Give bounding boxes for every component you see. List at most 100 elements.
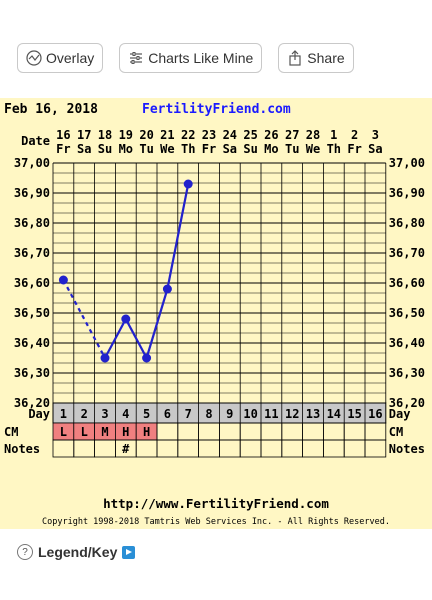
y-tick-label-right: 36,50: [389, 306, 425, 320]
day-number: 3: [101, 407, 108, 421]
cm-row-label-right: CM: [389, 425, 403, 439]
notes-cell: [260, 439, 283, 458]
day-number: 13: [306, 407, 320, 421]
date-label: 23: [202, 128, 216, 142]
weekday-label: Sa: [223, 142, 237, 156]
charts-like-mine-button[interactable]: Charts Like Mine: [119, 43, 263, 73]
date-label: 18: [98, 128, 112, 142]
day-row-label-left: Day: [28, 407, 50, 421]
notes-cell: [198, 439, 220, 458]
footer-copyright: Copyright 1998-2018 Tamtris Web Services…: [42, 517, 390, 527]
y-tick-label-right: 36,60: [389, 276, 425, 290]
notes-cell: [218, 439, 241, 458]
day-number: 5: [143, 407, 150, 421]
y-tick-label-right: 36,40: [389, 336, 425, 350]
date-label: 1: [330, 128, 337, 142]
date-label: 21: [160, 128, 174, 142]
notes-cell: [343, 439, 366, 458]
weekday-label: Fr: [347, 142, 361, 156]
notes-cell: [135, 439, 158, 458]
cm-value: M: [101, 425, 108, 439]
date-label: 3: [372, 128, 379, 142]
temperature-point: [58, 275, 68, 285]
share-icon: [289, 50, 301, 66]
cm-cell: [177, 422, 200, 441]
date-label: 24: [223, 128, 237, 142]
date-label: 20: [139, 128, 153, 142]
y-tick-label-left: 36,80: [14, 216, 50, 230]
date-label: 22: [181, 128, 195, 142]
cm-cell: [281, 422, 303, 441]
overlay-button[interactable]: Overlay: [17, 43, 104, 73]
day-number: 4: [122, 407, 129, 421]
notes-cell: [281, 439, 303, 458]
y-tick-label-right: 37,00: [389, 156, 425, 170]
weekday-label: Sa: [368, 142, 382, 156]
legend-key-link[interactable]: ? Legend/Key: [17, 544, 136, 560]
cm-cell: [260, 422, 283, 441]
weekday-label: We: [160, 142, 174, 156]
y-tick-label-left: 36,20: [14, 396, 50, 410]
cm-cell: [343, 422, 366, 441]
day-number: 9: [226, 407, 233, 421]
share-label: Share: [307, 50, 345, 66]
weekday-label: Fr: [56, 142, 70, 156]
date-label: 26: [264, 128, 278, 142]
y-tick-label-left: 36,50: [14, 306, 50, 320]
notes-cell: [94, 439, 116, 458]
temperature-line-segment: [104, 318, 127, 359]
chart-site-name: FertilityFriend.com: [142, 102, 291, 117]
fertility-chart: Feb 16, 2018 FertilityFriend.com Date 16 Fr 1…: [0, 98, 432, 529]
day-number: 12: [285, 407, 299, 421]
temperature-point: [100, 353, 110, 363]
temperature-point: [162, 284, 172, 294]
help-icon: ?: [17, 544, 33, 560]
weekday-label: Su: [243, 142, 257, 156]
day-number: 7: [185, 407, 192, 421]
notes-cell: [322, 439, 345, 458]
notes-value: #: [122, 442, 130, 456]
day-number: 16: [368, 407, 382, 421]
cm-cell: [156, 422, 179, 441]
weekday-label: Th: [181, 142, 195, 156]
cm-value: H: [122, 425, 129, 439]
temperature-point: [121, 314, 131, 324]
date-label: 25: [243, 128, 257, 142]
cm-cell: [364, 422, 387, 441]
footer-url: http://www.FertilityFriend.com: [103, 496, 329, 511]
notes-row-label-right: Notes: [389, 442, 425, 456]
weekday-label: Su: [98, 142, 112, 156]
overlay-label: Overlay: [46, 50, 95, 66]
y-tick-label-left: 36,60: [14, 276, 50, 290]
day-row-label-right: Day: [389, 407, 411, 421]
y-tick-label-left: 36,90: [14, 186, 50, 200]
chart-toolbar: Overlay Charts Like Mine Share: [17, 43, 354, 75]
temperature-line-segment: [145, 288, 169, 359]
day-number: 8: [205, 407, 212, 421]
cm-value: L: [81, 425, 88, 439]
y-tick-label-right: 36,70: [389, 246, 425, 260]
cm-cell: [322, 422, 345, 441]
day-number: 11: [264, 407, 278, 421]
cm-value: H: [143, 425, 150, 439]
y-tick-label-right: 36,80: [389, 216, 425, 230]
day-number: 10: [243, 407, 257, 421]
notes-cell: [73, 439, 96, 458]
day-number: 1: [60, 407, 67, 421]
date-label: 2: [351, 128, 358, 142]
day-number: 2: [81, 407, 88, 421]
notes-row-label-left: Notes: [4, 442, 40, 456]
temperature-line-segment: [62, 279, 106, 359]
sliders-icon: [130, 52, 143, 64]
day-number: 14: [327, 407, 341, 421]
charts-like-mine-label: Charts Like Mine: [148, 50, 254, 66]
temperature-line-segment: [124, 318, 148, 359]
cm-row-label-left: CM: [4, 425, 18, 439]
temperature-point: [183, 179, 193, 189]
cm-cell: [302, 422, 324, 441]
notes-cell: [52, 439, 75, 458]
day-number: 15: [347, 407, 361, 421]
notes-cell: [177, 439, 200, 458]
share-button[interactable]: Share: [278, 43, 354, 73]
